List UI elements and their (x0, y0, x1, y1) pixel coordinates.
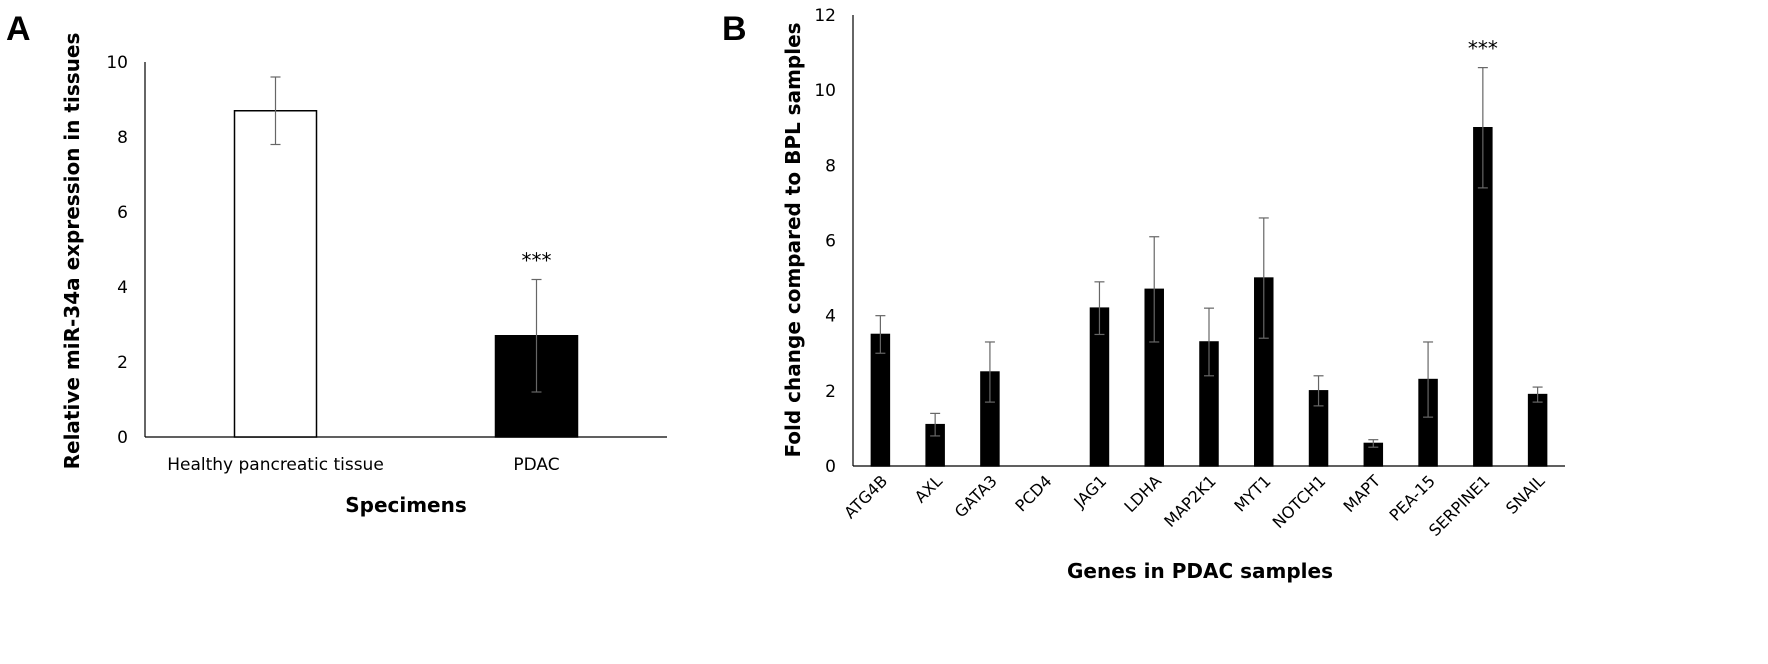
x-tick-label: MYT1 (1230, 471, 1274, 515)
bar (233, 110, 318, 438)
y-tick-label: 8 (825, 156, 836, 176)
x-tick-label: MAP2K1 (1160, 471, 1220, 531)
x-tick-label: MAPT (1339, 471, 1384, 516)
y-tick-label: 6 (117, 203, 128, 223)
y-tick-label: 0 (825, 457, 836, 477)
x-tick-label: PDAC (513, 455, 559, 475)
x-tick-label: LDHA (1120, 471, 1165, 516)
y-tick-label: 10 (106, 53, 128, 73)
y-tick-label: 4 (117, 278, 128, 298)
panel-letter-b: B (722, 10, 747, 48)
x-tick-label: GATA3 (951, 471, 1001, 521)
x-tick-label: JAG1 (1069, 471, 1110, 512)
y-tick-label: 2 (117, 353, 128, 373)
chart-panel-b: Fold change compared to BPL samples Gene… (781, 6, 1565, 583)
y-axis-title-b: Fold change compared to BPL samples (781, 22, 805, 457)
bar (870, 333, 891, 467)
panel-letter-a: A (6, 10, 31, 48)
significance-label: *** (1468, 37, 1498, 61)
y-tick-label: 4 (825, 307, 836, 327)
y-tick-label: 6 (825, 232, 836, 252)
bar (1527, 393, 1548, 467)
significance-label: *** (522, 249, 552, 273)
x-tick-label: AXL (911, 471, 946, 506)
x-tick-label: SNAIL (1502, 471, 1549, 518)
x-tick-label: NOTCH1 (1269, 471, 1330, 532)
y-tick-label: 2 (825, 382, 836, 402)
x-tick-label: PCD4 (1011, 471, 1055, 515)
y-tick-label: 8 (117, 128, 128, 148)
x-tick-label: Healthy pancreatic tissue (167, 455, 384, 475)
y-tick-label: 10 (814, 81, 836, 101)
x-tick-label: ATG4B (840, 471, 891, 522)
x-axis-title-b: Genes in PDAC samples (1067, 559, 1333, 583)
y-axis-title-a: Relative miR-34a expression in tissues (60, 33, 84, 470)
y-tick-label: 12 (814, 6, 836, 26)
x-tick-label: PEA-15 (1386, 471, 1439, 524)
x-axis-title-a: Specimens (345, 493, 467, 517)
chart-panel-a: Relative miR-34a expression in tissues S… (60, 33, 667, 517)
y-tick-label: 0 (117, 428, 128, 448)
